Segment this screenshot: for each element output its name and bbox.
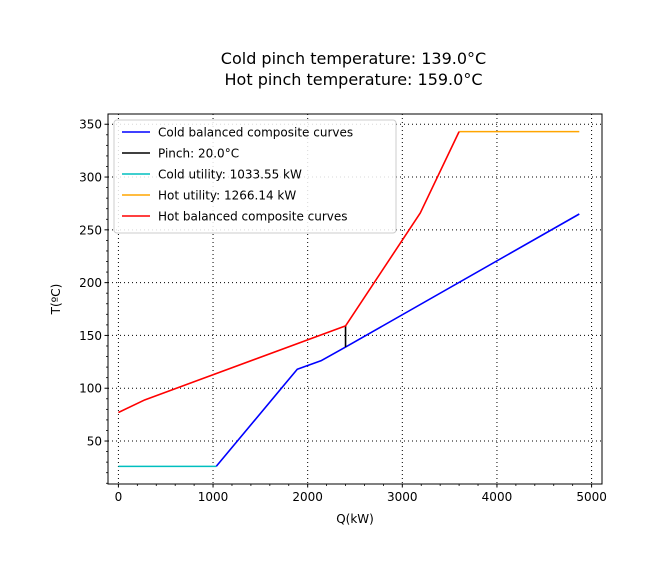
y-tick-label: 300 bbox=[79, 171, 102, 185]
chart-title-line-1: Cold pinch temperature: 139.0°C bbox=[221, 49, 486, 68]
y-tick-label: 350 bbox=[79, 118, 102, 132]
x-axis: 0 1000 2000 3000 4000 5000 bbox=[115, 484, 607, 504]
x-tick-label: 3000 bbox=[387, 490, 418, 504]
x-tick-label: 4000 bbox=[482, 490, 513, 504]
y-tick-label: 150 bbox=[79, 329, 102, 343]
y-tick-label: 250 bbox=[79, 223, 102, 237]
legend-label: Hot balanced composite curves bbox=[158, 210, 348, 224]
y-tick-label: 50 bbox=[87, 435, 102, 449]
chart-title-line-2: Hot pinch temperature: 159.0°C bbox=[225, 70, 483, 89]
legend-label: Pinch: 20.0°C bbox=[158, 147, 239, 161]
legend-box bbox=[113, 119, 397, 234]
legend-label: Cold utility: 1033.55 kW bbox=[158, 168, 302, 182]
grid bbox=[108, 114, 602, 484]
plot-frame bbox=[107, 113, 603, 485]
x-tick-label: 5000 bbox=[576, 490, 607, 504]
y-tick-label: 200 bbox=[79, 276, 102, 290]
y-tick-label: 100 bbox=[79, 382, 102, 396]
series-line-hot-balanced-composite-curves bbox=[118, 131, 460, 414]
x-tick-label: 2000 bbox=[292, 490, 323, 504]
legend: Cold balanced composite curves Pinch: 20.… bbox=[113, 119, 397, 234]
y-axis: 50 100 150 200 250 300 350 bbox=[79, 118, 108, 484]
x-tick-label: 1000 bbox=[198, 490, 229, 504]
series-layer bbox=[118, 130, 580, 468]
x-tick-label: 0 bbox=[115, 490, 123, 504]
legend-label: Cold balanced composite curves bbox=[158, 126, 353, 140]
y-axis-label: T(ºC) bbox=[49, 284, 63, 316]
legend-label: Hot utility: 1266.14 kW bbox=[158, 189, 296, 203]
x-axis-label: Q(kW) bbox=[336, 512, 374, 526]
series-line-cold-balanced-composite-curves bbox=[215, 213, 580, 467]
